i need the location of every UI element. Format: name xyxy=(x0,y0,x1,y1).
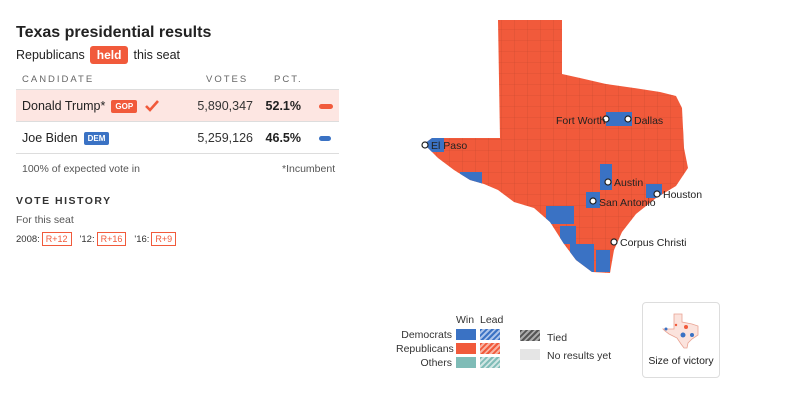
history-margin: R+9 xyxy=(151,232,177,246)
history-year: '12: xyxy=(79,233,95,245)
city-label-fort-worth: Fort Worth xyxy=(556,115,606,127)
vote-history-list: 2008: R+12 '12: R+16 '16: R+9 xyxy=(16,232,184,246)
table-header: CANDIDATE VOTES PCT. xyxy=(16,70,339,90)
seat-suffix: this seat xyxy=(133,48,181,62)
history-margin: R+16 xyxy=(96,232,127,246)
legend-republican-win-swatch xyxy=(456,343,476,354)
vote-count: 5,259,126 xyxy=(197,131,253,145)
party-name: Republicans xyxy=(16,48,85,62)
legend-win-header: Win xyxy=(456,314,475,326)
city-label-el-paso: El Paso xyxy=(431,140,467,152)
percent-bar xyxy=(319,104,333,109)
history-margin: R+12 xyxy=(41,232,72,246)
pct-column-header: PCT. xyxy=(274,74,303,85)
history-year: 2008: xyxy=(16,233,40,245)
results-table: CANDIDATE VOTES PCT. Donald Trump* GOP 5… xyxy=(16,70,339,154)
held-badge: held xyxy=(89,46,129,64)
candidate-name: Joe Biden xyxy=(22,131,78,145)
city-marker-dallas xyxy=(624,115,632,123)
legend-democrat-lead-swatch xyxy=(480,329,500,340)
candidate-name: Donald Trump* xyxy=(22,99,106,113)
size-of-victory-label: Size of victory xyxy=(648,355,714,367)
city-marker-san-antonio xyxy=(589,197,597,205)
vote-history-subtitle: For this seat xyxy=(16,214,74,226)
expected-vote: 100% of expected vote in xyxy=(22,163,140,175)
winner-check-icon xyxy=(145,100,160,112)
texas-county-map[interactable]: El Paso Fort Worth Dallas Austin Houston… xyxy=(410,18,710,280)
size-of-victory-button[interactable]: Size of victory xyxy=(642,302,720,378)
vote-count: 5,890,347 xyxy=(197,99,253,113)
legend-democrat-win-swatch xyxy=(456,329,476,340)
city-marker-houston xyxy=(653,190,661,198)
percent-bar xyxy=(319,136,331,141)
legend-lead-header: Lead xyxy=(480,314,504,326)
city-marker-austin xyxy=(604,178,612,186)
legend-no-results-label: No results yet xyxy=(547,350,612,362)
history-year: '16: xyxy=(134,233,150,245)
texas-thumbnail-icon xyxy=(662,313,699,349)
legend-no-results-swatch xyxy=(520,349,540,360)
table-row: Joe Biden DEM 5,259,126 46.5% xyxy=(16,122,339,154)
incumbent-note: *Incumbent xyxy=(282,163,336,175)
seat-status: Republicans held this seat xyxy=(16,46,180,64)
legend-other-lead-swatch xyxy=(480,357,500,368)
party-badge: GOP xyxy=(111,99,138,113)
city-markers: El Paso Fort Worth Dallas Austin Houston… xyxy=(421,115,702,249)
city-marker-el-paso xyxy=(421,141,429,149)
city-label-san-antonio: San Antonio xyxy=(599,197,656,209)
legend-democrats-label: Democrats xyxy=(401,329,452,341)
legend-others-label: Others xyxy=(420,357,452,369)
party-badge: DEM xyxy=(83,131,110,145)
votes-column-header: VOTES xyxy=(206,74,249,85)
city-label-corpus-christi: Corpus Christi xyxy=(620,237,687,249)
page-title: Texas presidential results xyxy=(16,24,212,41)
legend-tied-label: Tied xyxy=(547,332,568,344)
vote-history-title: VOTE HISTORY xyxy=(16,195,112,207)
legend-republican-lead-swatch xyxy=(480,343,500,354)
city-label-dallas: Dallas xyxy=(634,115,663,127)
city-marker-corpus-christi xyxy=(610,238,618,246)
candidate-column-header: CANDIDATE xyxy=(22,74,95,85)
vote-percent: 46.5% xyxy=(265,131,301,145)
legend-other-win-swatch xyxy=(456,357,476,368)
city-marker-fort-worth xyxy=(602,115,610,123)
legend-tied-swatch xyxy=(520,330,540,341)
vote-percent: 52.1% xyxy=(265,99,301,113)
city-label-houston: Houston xyxy=(663,189,702,201)
legend-republicans-label: Republicans xyxy=(396,343,454,355)
city-label-austin: Austin xyxy=(614,177,643,189)
table-row: Donald Trump* GOP 5,890,347 52.1% xyxy=(16,90,339,122)
